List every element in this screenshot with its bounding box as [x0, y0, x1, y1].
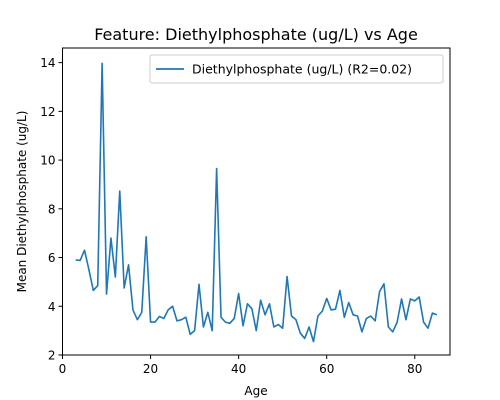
x-tick-label: 60: [319, 362, 334, 376]
y-tick-label: 4: [48, 300, 56, 314]
series-layer: [75, 62, 438, 343]
series-line-0: [75, 62, 438, 343]
plot-area: [62, 47, 451, 356]
x-tick-label: 20: [143, 362, 158, 376]
y-axis: 2 4 6 8 10 12 14: [40, 56, 63, 363]
y-tick-label: 10: [40, 154, 55, 168]
legend-label: Diethylphosphate (ug/L) (R2=0.02): [192, 62, 412, 77]
legend-box: [149, 54, 444, 84]
legend: Diethylphosphate (ug/L) (R2=0.02): [149, 54, 444, 84]
y-tick-label: 2: [48, 349, 56, 363]
y-tick-label: 6: [48, 251, 56, 265]
y-axis-label: Mean Diethylphosphate (ug/L): [15, 111, 29, 293]
y-tick-label: 14: [40, 56, 55, 70]
x-tick-label: 80: [407, 362, 422, 376]
x-tick-label: 40: [231, 362, 246, 376]
x-tick-label: 0: [59, 362, 67, 376]
y-tick-label: 12: [40, 105, 55, 119]
y-tick-label: 8: [48, 202, 56, 216]
x-axis: 0 20 40 60 80: [59, 355, 422, 376]
x-axis-label: Age: [244, 384, 267, 398]
chart-title: Feature: Diethylphosphate (ug/L) vs Age: [94, 25, 418, 44]
